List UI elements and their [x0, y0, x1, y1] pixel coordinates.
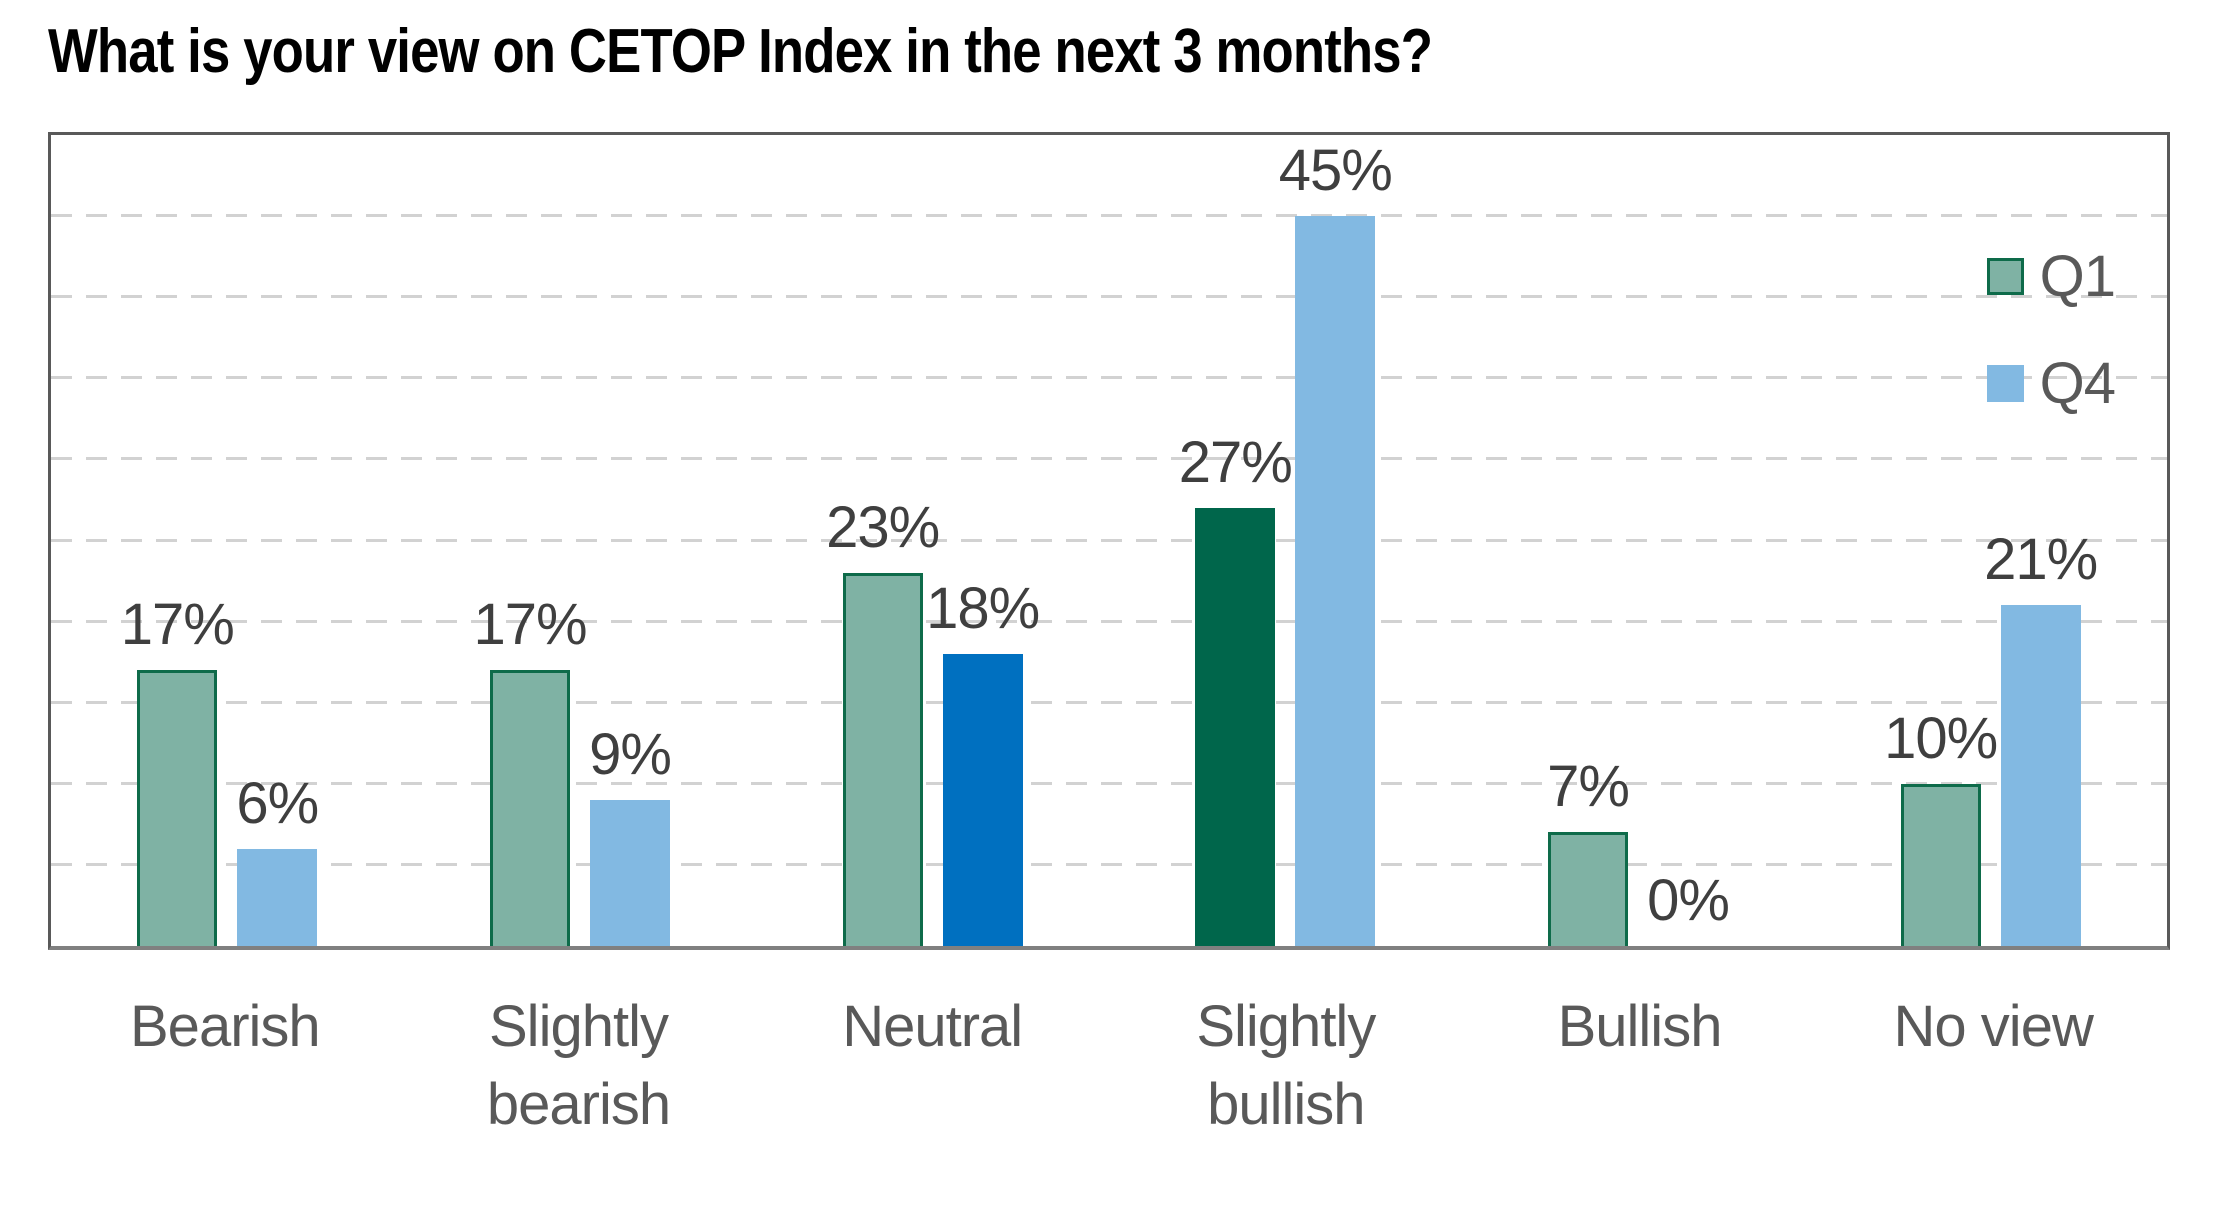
bar-slot-q1-slightly-bullish: 27% — [1179, 135, 1293, 946]
category-label-slightly-bullish: Slightly bullish — [1196, 994, 1376, 1138]
legend: Q1 Q4 — [1986, 243, 2116, 417]
bar-q4-no-view — [2000, 605, 2081, 946]
bar-slot-q1-bearish: 17% — [121, 135, 235, 946]
bar-slot-q1-slightly-bearish: 17% — [473, 135, 588, 946]
bar-slot-q1-no-view: 10% — [1884, 135, 1998, 946]
bar-q4-slightly-bullish — [1295, 216, 1376, 946]
gridline-20 — [51, 619, 2167, 623]
data-label-q1-bearish: 17% — [120, 592, 235, 658]
legend-item-q4: Q4 — [1986, 350, 2116, 417]
bar-slot-q1-bullish: 7% — [1547, 135, 1630, 946]
category-label-slightly-bearish: Slightly bearish — [486, 994, 671, 1138]
legend-swatch-q4 — [1986, 365, 2024, 402]
bar-q1-bullish — [1548, 832, 1629, 946]
data-label-q1-slightly-bullish: 27% — [1178, 430, 1293, 496]
bar-slot-q4-slightly-bearish: 9% — [589, 135, 672, 946]
bar-q1-slightly-bullish — [1195, 508, 1276, 946]
data-label-q4-slightly-bullish: 45% — [1278, 138, 1393, 204]
gridline-45 — [51, 214, 2167, 218]
bar-slot-q1-neutral: 23% — [826, 135, 940, 946]
gridline-5 — [51, 862, 2167, 866]
bar-slot-q4-bullish: 0% — [1647, 135, 1730, 946]
category-label-neutral: Neutral — [842, 994, 1023, 1059]
plot-area: 17% 6% 17% 9% 23% 18% 27% 45% 7% 0% 10% 21% Q1 Q4 — [48, 132, 2170, 950]
data-label-q1-no-view: 10% — [1884, 705, 1998, 771]
bar-q1-neutral — [842, 572, 923, 946]
bar-slot-q4-slightly-bullish: 45% — [1279, 135, 1393, 946]
category-group-neutral: 23% 18% — [756, 135, 1109, 946]
bar-q4-slightly-bearish — [590, 800, 670, 946]
category-label-bearish: Bearish — [130, 994, 321, 1059]
gridline-30 — [51, 457, 2167, 461]
legend-label-q1: Q1 — [2039, 244, 2116, 309]
data-label-q4-slightly-bearish: 9% — [589, 722, 672, 788]
data-label-q4-bullish: 0% — [1647, 868, 1730, 933]
bar-slot-q4-no-view: 21% — [1984, 135, 2098, 946]
category-group-bearish: 17% 6% — [51, 135, 404, 946]
data-label-q4-no-view: 21% — [1984, 527, 2098, 593]
bar-q4-neutral — [942, 654, 1023, 946]
bar-slot-q4-bearish: 6% — [236, 135, 319, 946]
category-group-slightly-bearish: 17% 9% — [404, 135, 757, 946]
category-label-bullish: Bullish — [1557, 994, 1723, 1059]
data-label-q1-bullish: 7% — [1547, 754, 1630, 820]
category-label-no-view: No view — [1893, 994, 2094, 1059]
category-axis-labels: Bearish Slightly bearish Neutral Slightly b… — [48, 988, 2170, 1145]
gridline-15 — [51, 700, 2167, 704]
gridline-40 — [51, 295, 2167, 299]
data-label-q1-neutral: 23% — [826, 494, 940, 560]
category-group-no-view: 10% 21% — [1814, 135, 2167, 946]
data-label-q1-slightly-bearish: 17% — [473, 592, 587, 658]
bar-q1-bearish — [137, 670, 218, 946]
bar-q1-slightly-bearish — [490, 670, 570, 946]
data-label-q4-neutral: 18% — [926, 576, 1040, 642]
bar-q1-no-view — [1900, 783, 1981, 946]
category-group-slightly-bullish: 27% 45% — [1109, 135, 1462, 946]
legend-item-q1: Q1 — [1986, 243, 2116, 310]
chart-title: What is your view on CETOP Index in the … — [48, 17, 1433, 86]
bar-slot-q4-neutral: 18% — [926, 135, 1040, 946]
gridline-25 — [51, 538, 2167, 542]
gridlines-layer — [51, 135, 2167, 946]
legend-swatch-q1 — [1986, 258, 2024, 295]
data-label-q4-bearish: 6% — [236, 770, 319, 836]
gridline-35 — [51, 376, 2167, 380]
bar-q4-bearish — [237, 848, 318, 946]
bars-layer: 17% 6% 17% 9% 23% 18% 27% 45% 7% 0% 10% 21% — [51, 135, 2167, 946]
category-group-bullish: 7% 0% — [1462, 135, 1815, 946]
gridline-10 — [51, 781, 2167, 785]
legend-label-q4: Q4 — [2039, 351, 2116, 416]
